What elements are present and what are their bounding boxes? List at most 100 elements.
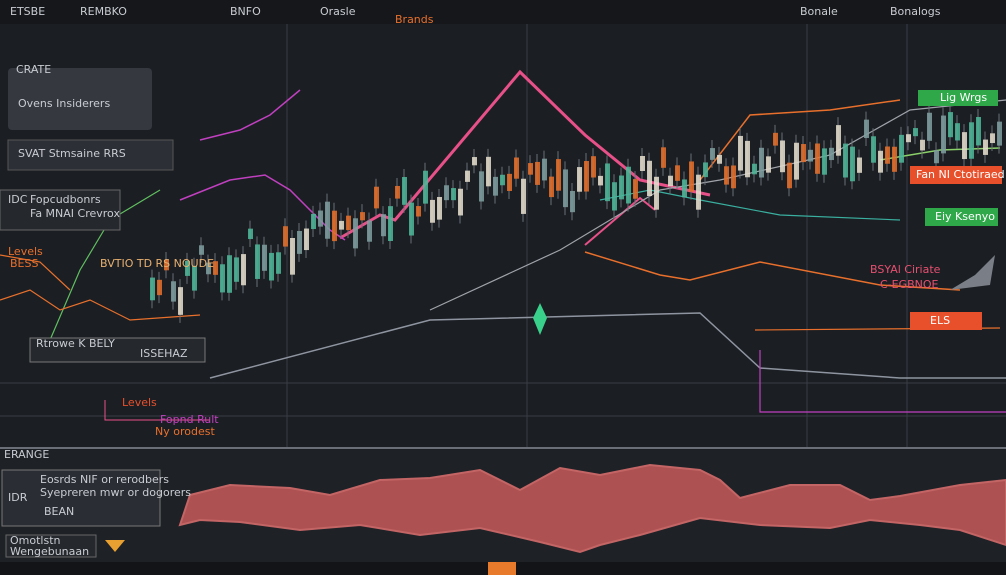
candle-body <box>493 176 498 196</box>
candle-body <box>297 230 302 254</box>
candle-body <box>913 128 918 137</box>
candle-body <box>871 136 876 163</box>
marker-label: Brands <box>395 13 434 26</box>
candle-body <box>619 175 624 200</box>
toolbar-item[interactable]: REMBKO <box>80 5 127 18</box>
candle-body <box>654 176 659 210</box>
candle-body <box>437 196 442 220</box>
pane-code: IDR <box>8 491 28 504</box>
candle-body <box>192 265 197 291</box>
code-label: IDC <box>8 193 28 206</box>
candle-body <box>423 170 428 204</box>
candle-body <box>150 277 155 301</box>
candle-body <box>318 210 323 227</box>
candle-body <box>815 143 820 174</box>
candle-body <box>878 150 883 173</box>
candle-body <box>395 185 400 199</box>
arrow-icon <box>950 255 995 290</box>
candle-body <box>990 133 995 144</box>
candle-body <box>262 244 267 271</box>
candle-body <box>738 135 743 171</box>
candle-body <box>227 255 232 293</box>
candle-body <box>640 156 645 171</box>
toolbar-item[interactable]: Bonalogs <box>890 5 941 18</box>
toolbar-item[interactable]: Orasle <box>320 5 356 18</box>
levels-small: Levels <box>8 245 43 258</box>
candle-body <box>633 179 638 199</box>
tag[interactable]: ELS <box>930 314 950 327</box>
info: Fa MNAI Crevrox <box>30 207 120 220</box>
tag[interactable]: Lig Wrgs <box>940 91 987 104</box>
candle-body <box>241 254 246 286</box>
candle-body <box>717 154 722 164</box>
candle-body <box>591 156 596 178</box>
info: Fopcudbonrs <box>30 193 101 206</box>
candle-body <box>549 176 554 198</box>
candle-body <box>829 147 834 161</box>
candle-body <box>479 171 484 202</box>
candle-body <box>346 215 351 231</box>
candle-body <box>766 156 771 173</box>
candle-body <box>430 199 435 223</box>
candle-body <box>185 260 190 276</box>
panel-subtitle: Ovens Insiderers <box>18 97 110 110</box>
candle-body <box>556 159 561 191</box>
candle-body <box>290 238 295 275</box>
signal-diamond <box>533 303 547 335</box>
toolbar-item[interactable]: Bonale <box>800 5 838 18</box>
toolbar-item[interactable]: ETSBE <box>10 5 45 18</box>
candle-body <box>325 201 330 239</box>
pane-footer: Wengebunaan <box>10 545 89 558</box>
candle-body <box>416 206 421 217</box>
levels-note: Fopnd Rult <box>160 413 219 426</box>
candles <box>150 104 1002 323</box>
candle-body <box>332 210 337 242</box>
candle-body <box>507 173 512 191</box>
candle-body <box>248 228 253 240</box>
candle-body <box>283 226 288 247</box>
candle-body <box>801 144 806 163</box>
candle-body <box>213 261 218 275</box>
candle-body <box>696 174 701 210</box>
candle-body <box>934 150 939 164</box>
candle-body <box>710 148 715 160</box>
candle-body <box>794 142 799 180</box>
panels <box>0 68 1002 558</box>
candle-body <box>584 161 589 192</box>
candle-body <box>857 157 862 173</box>
tag[interactable]: Eiy Ksenyo <box>935 210 995 223</box>
toolbar-item[interactable]: BNFO <box>230 5 261 18</box>
panel-title: CRATE <box>16 63 51 76</box>
candle-body <box>836 125 841 156</box>
candle-body <box>668 175 673 187</box>
candle-body <box>612 182 617 211</box>
candle-body <box>759 147 764 178</box>
candle-body <box>164 259 169 271</box>
candle-body <box>955 123 960 141</box>
tag[interactable]: Fan NI Ctotiraed <box>916 168 1005 181</box>
candle-body <box>444 185 449 201</box>
down-arrow <box>105 540 125 552</box>
candle-body <box>752 163 757 175</box>
texts: ETSBE REMBKO BNFO Orasle Bonale Bonalogs… <box>4 5 1005 558</box>
levels-note: Ny orodest <box>155 425 215 438</box>
candle-body <box>220 264 225 293</box>
candle-body <box>969 122 974 159</box>
candle-body <box>276 252 281 274</box>
candle-body <box>304 228 309 251</box>
candle-body <box>465 170 470 182</box>
mid-label: BVTIO TD RS NOUDE <box>100 257 214 270</box>
candle-body <box>339 220 344 230</box>
candle-body <box>206 262 211 275</box>
candle-body <box>521 178 526 214</box>
candle-body <box>962 132 967 160</box>
candle-body <box>885 146 890 164</box>
candle-body <box>731 165 736 189</box>
candle-body <box>822 148 827 175</box>
candle-body <box>780 140 785 173</box>
candle-body <box>542 158 547 181</box>
candle-body <box>563 169 568 208</box>
grid <box>0 24 1006 448</box>
candle-body <box>199 245 204 255</box>
